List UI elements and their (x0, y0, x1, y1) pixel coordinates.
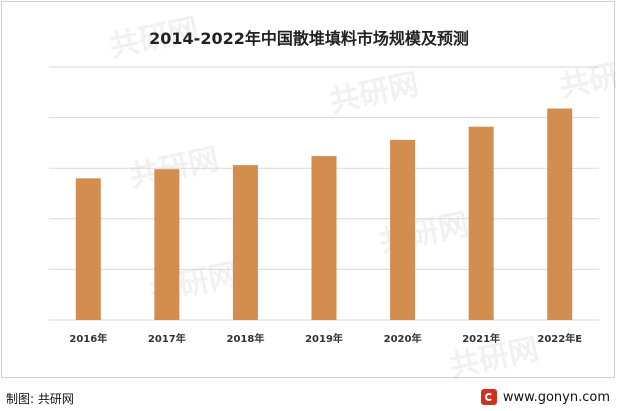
x-tick-label: 2021年 (462, 332, 500, 345)
bar (232, 165, 258, 320)
footer: 制图: 共研网 www.gonyn.com (0, 380, 618, 411)
source-label: 制图: 共研网 (6, 392, 74, 406)
bar (468, 126, 494, 320)
chart-title: 2014-2022年中国散堆填料市场规模及预测 (149, 29, 469, 48)
watermark-text: 共研网 (556, 52, 616, 105)
bar-chart: 共研网共研网共研网共研网共研网共研网共研网 2014-2022年中国散堆填料市场… (49, 12, 616, 379)
gonyn-logo-icon (480, 389, 497, 405)
watermark-text: 共研网 (326, 67, 421, 120)
x-tick-label: 2017年 (148, 332, 186, 345)
bars (75, 108, 573, 320)
x-tick-label: 2019年 (305, 332, 343, 345)
bar (311, 156, 337, 320)
x-tick-label: 2018年 (227, 332, 265, 345)
bar (75, 178, 101, 320)
bar (390, 139, 416, 320)
x-axis-ticks: 2016年 2017年 2018年 2019年 2020年 2021年 2022年E (69, 332, 582, 345)
site-link[interactable]: www.gonyn.com (480, 389, 610, 405)
site-url: www.gonyn.com (502, 389, 610, 405)
x-tick-label: 2020年 (384, 332, 422, 345)
x-tick-label: 2022年E (537, 332, 582, 345)
bar (154, 169, 180, 320)
chart-frame: 共研网共研网共研网共研网共研网共研网共研网 2014-2022年中国散堆填料市场… (1, 1, 616, 379)
bar (547, 108, 573, 320)
x-tick-label: 2016年 (69, 332, 107, 345)
